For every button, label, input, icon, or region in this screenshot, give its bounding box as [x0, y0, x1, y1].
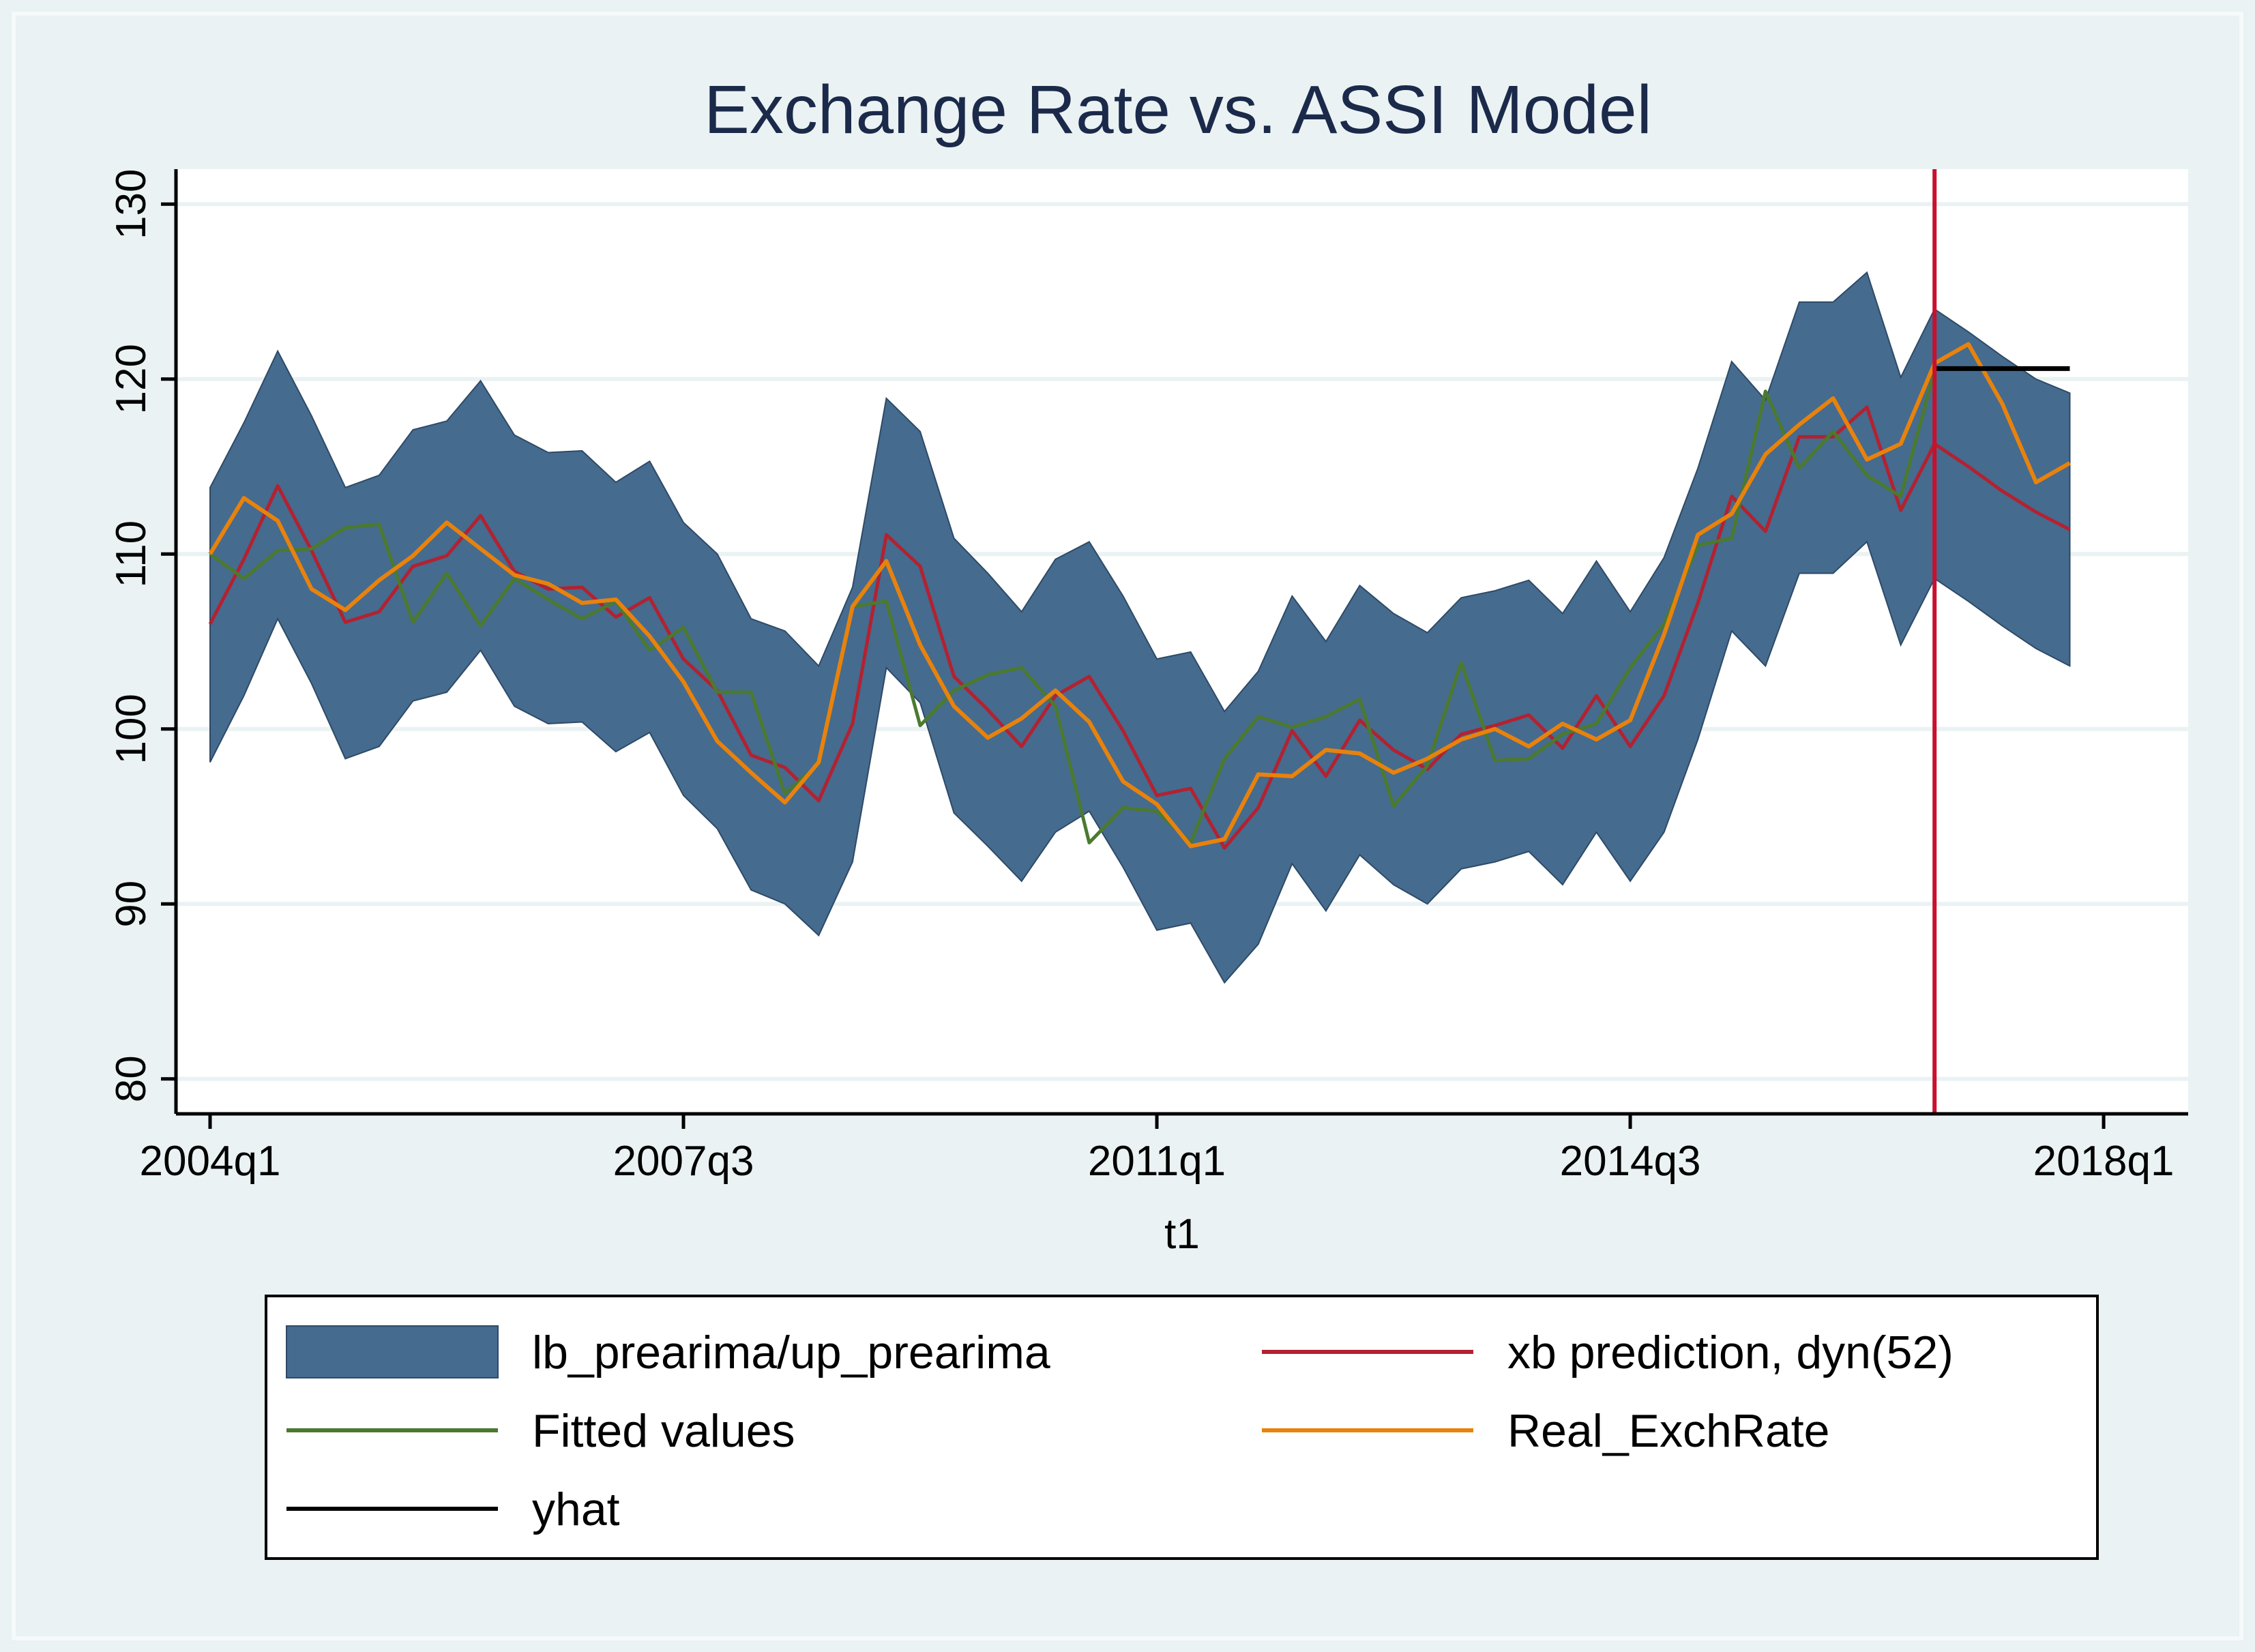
y-tick-label: 100 — [108, 694, 155, 764]
y-tick-label: 110 — [108, 520, 155, 588]
y-tick-label: 120 — [108, 344, 155, 414]
x-tick-label: 2004q1 — [140, 1138, 281, 1185]
legend-box — [265, 1295, 2099, 1560]
y-tick-label: 130 — [108, 169, 155, 239]
y-tick-label: 90 — [108, 881, 155, 928]
legend-swatch-band — [286, 1325, 499, 1378]
x-axis-title: t1 — [1164, 1211, 1200, 1258]
y-axis-ticks: 80 90 100 110 120 130 — [108, 169, 176, 1102]
x-tick-label: 2007q3 — [613, 1138, 754, 1185]
chart-title: Exchange Rate vs. ASSI Model — [704, 72, 1652, 148]
y-tick-label: 80 — [108, 1055, 155, 1102]
legend: lb_prearima/up_prearima xb prediction, dy… — [286, 1325, 1954, 1535]
legend-label-real-exchrate: Real_ExchRate — [1507, 1405, 1829, 1457]
confidence-band — [209, 271, 2071, 984]
series-line-fitted-values — [209, 370, 1936, 844]
x-tick-label: 2018q1 — [2033, 1138, 2175, 1185]
legend-label-yhat: yhat — [532, 1484, 620, 1535]
x-tick-label: 2011q1 — [1088, 1138, 1226, 1185]
legend-label-lb-prearima-up-prearima: lb_prearima/up_prearima — [532, 1327, 1050, 1378]
x-tick-label: 2014q3 — [1560, 1138, 1701, 1185]
legend-label-xb-prediction-dyn-52: xb prediction, dyn(52) — [1507, 1327, 1954, 1378]
confidence-band-group — [209, 271, 2071, 984]
series-line-real-exchrate — [208, 342, 2071, 849]
series-group — [208, 342, 2071, 850]
legend-label-fitted-values: Fitted values — [532, 1405, 795, 1457]
x-axis-ticks: 2004q1 2007q3 2011q1 2014q3 2018q1 — [140, 1114, 2175, 1185]
